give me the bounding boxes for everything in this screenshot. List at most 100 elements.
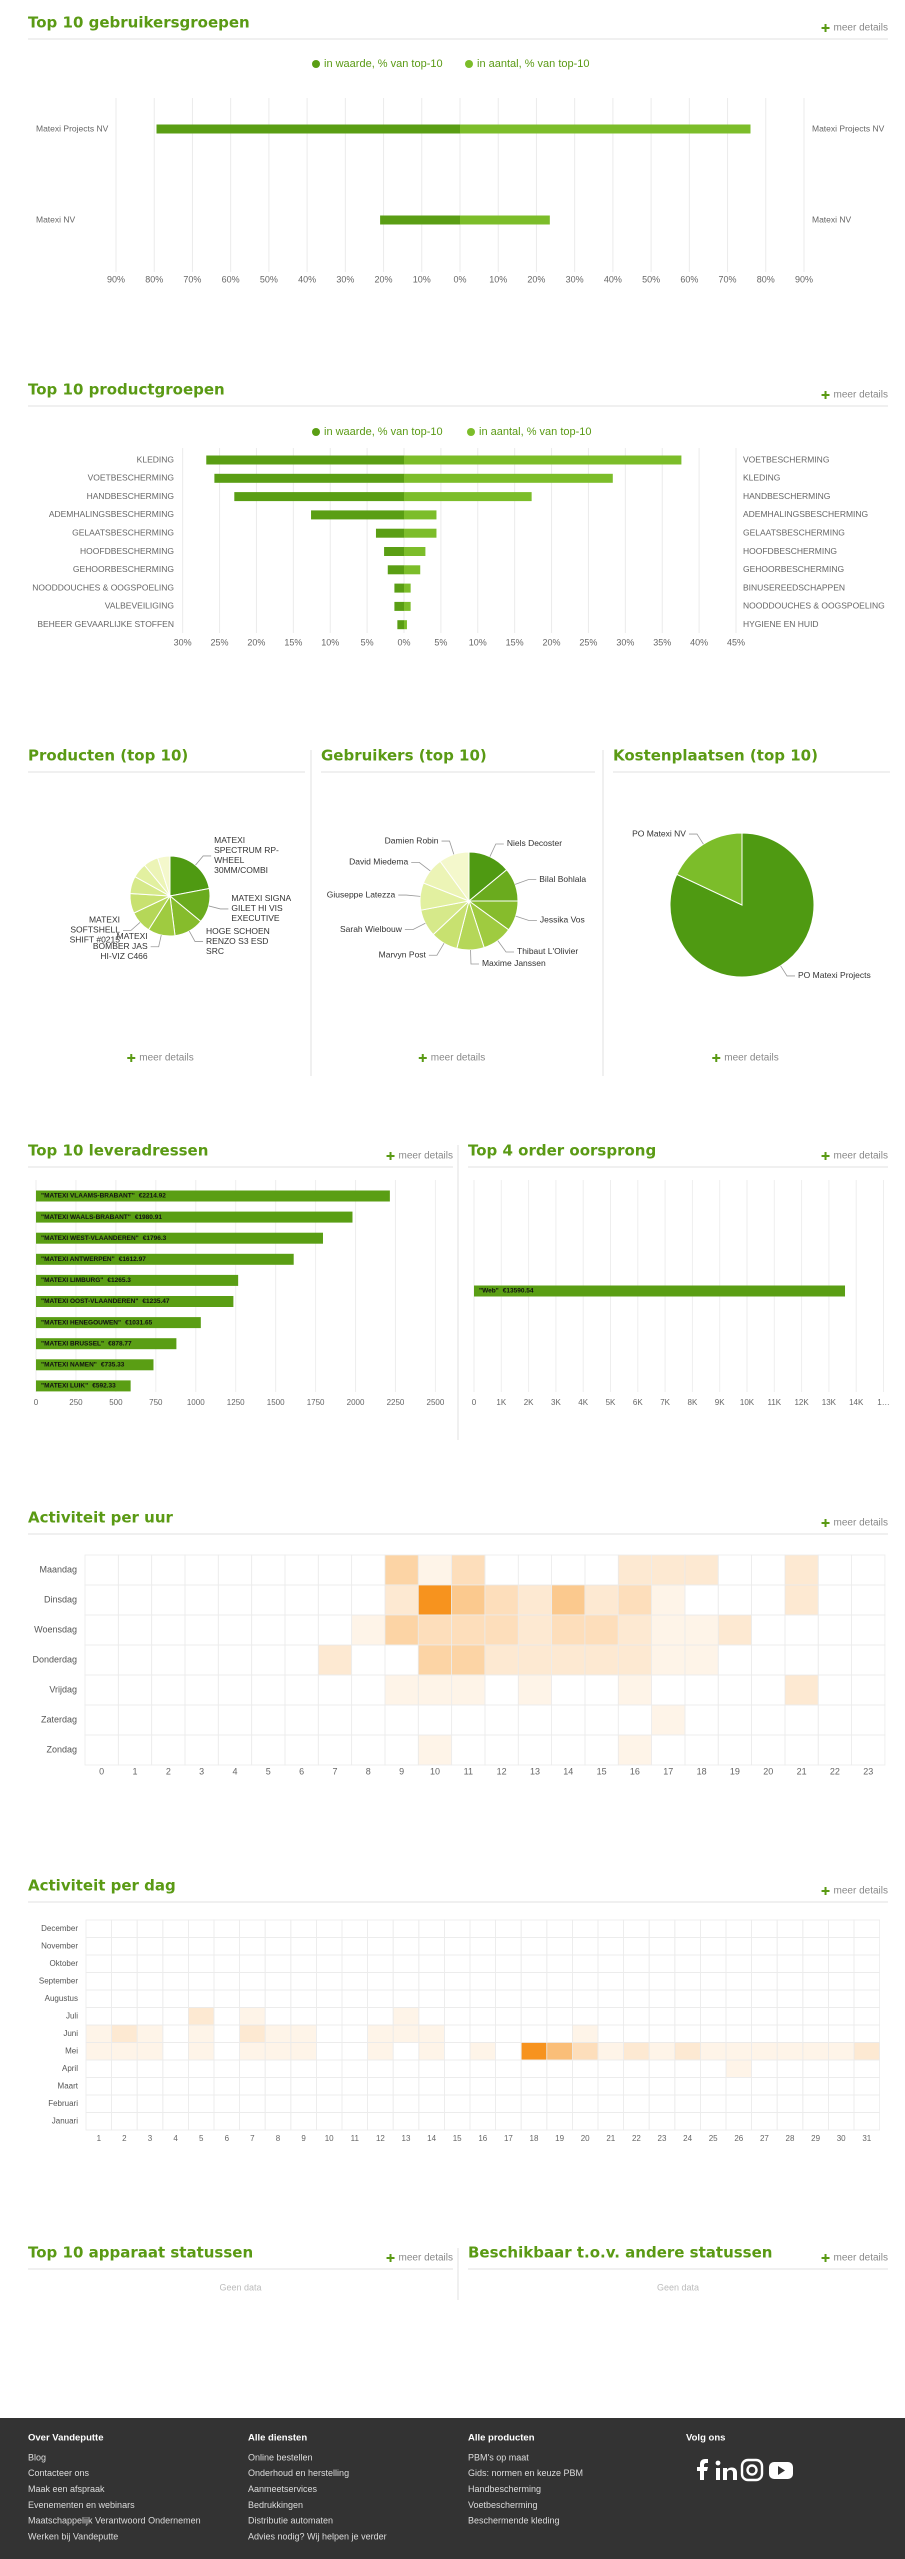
footer-link[interactable]: Maak een afspraak — [28, 2484, 105, 2494]
meer-details-link[interactable]: meer details — [431, 1053, 485, 1064]
heat-cell — [443, 2042, 471, 2061]
x-tick-label: 70% — [183, 274, 201, 284]
footer-link[interactable]: PBM's op maat — [468, 2452, 529, 2462]
leader-line — [428, 942, 445, 956]
heat-cell — [617, 1734, 653, 1766]
x-tick-label: 15% — [506, 637, 524, 647]
pie-label: Thibaut L'Olivier — [517, 946, 578, 956]
column-label: 3 — [199, 1766, 204, 1776]
bar — [404, 510, 437, 520]
meer-details-link[interactable]: meer details — [139, 1053, 193, 1064]
footer-link[interactable]: Maatschappelijk Verantwoord Ondernemen — [28, 2516, 201, 2526]
footer-link[interactable]: Blog — [28, 2452, 46, 2462]
heat-cell — [187, 2007, 215, 2026]
meer-details-link[interactable]: meer details — [399, 2253, 453, 2264]
footer-link[interactable]: Beschermende kleding — [468, 2516, 560, 2526]
pie-label: SOFTSHELL — [70, 925, 120, 935]
x-tick-label: 35% — [653, 637, 671, 647]
heat-cell — [817, 1644, 852, 1676]
x-tick-label: 25% — [579, 637, 597, 647]
x-tick-label: 60% — [222, 274, 240, 284]
heat-cell — [392, 2059, 420, 2078]
footer-link[interactable]: Advies nodig? Wij helpen je verder — [248, 2531, 387, 2541]
heat-cell — [725, 2007, 753, 2026]
x-tick-label: 1000 — [187, 1398, 205, 1407]
legend-label: in aantal, % van top-10 — [479, 426, 592, 438]
heat-cell — [520, 2112, 548, 2131]
heat-cell — [284, 1584, 319, 1616]
footer-link[interactable]: Gids: normen en keuze PBM — [468, 2468, 583, 2478]
heat-cell — [572, 1954, 599, 1973]
heat-cell — [617, 1554, 653, 1586]
meer-details-link[interactable]: meer details — [834, 23, 888, 34]
meer-details-link[interactable]: meer details — [724, 1053, 778, 1064]
heat-cell — [517, 1644, 553, 1676]
footer-link[interactable]: Handbescherming — [468, 2484, 541, 2494]
pie-label: Sarah Wielbouw — [340, 924, 403, 934]
heat-cell — [136, 2024, 164, 2043]
heat-cell — [85, 2007, 113, 2026]
heat-cell — [828, 2077, 855, 2096]
heat-cell — [284, 1614, 319, 1646]
meer-details-link[interactable]: meer details — [834, 1151, 888, 1162]
heat-cell — [517, 1584, 553, 1616]
heat-cell — [495, 2094, 522, 2113]
heat-cell — [546, 2077, 573, 2096]
leader-line — [515, 915, 537, 921]
x-tick-label: 1K — [496, 1398, 506, 1407]
heat-cell — [802, 2042, 829, 2061]
pie-label: David Miedema — [349, 857, 408, 867]
footer-link[interactable]: Aanmeetservices — [248, 2484, 318, 2494]
heat-cell — [443, 2024, 471, 2043]
linkedin-icon[interactable] — [716, 2468, 720, 2480]
heat-cell — [443, 1989, 471, 2008]
instagram-icon[interactable] — [740, 2458, 764, 2482]
heat-cell — [484, 1614, 519, 1646]
empty-message: Geen data — [219, 2282, 261, 2292]
heat-cell — [84, 1614, 119, 1646]
meer-details-link[interactable]: meer details — [834, 1518, 888, 1529]
heat-cell — [853, 1972, 881, 1991]
heat-cell — [817, 1584, 852, 1616]
meer-details-link[interactable]: meer details — [834, 2253, 888, 2264]
meer-details-link[interactable]: meer details — [834, 390, 888, 401]
footer-link[interactable]: Distributie automaten — [248, 2516, 333, 2526]
heat-cell — [85, 1919, 113, 1938]
meer-details-link[interactable]: meer details — [399, 1151, 453, 1162]
heat-cell — [418, 2007, 445, 2026]
footer-link[interactable]: Bedrukkingen — [248, 2500, 303, 2510]
heat-cell — [651, 1674, 686, 1706]
heat-cell — [84, 1584, 119, 1616]
heat-cell — [751, 1674, 786, 1706]
heat-cell — [717, 1704, 753, 1736]
column-label: 31 — [862, 2134, 871, 2143]
footer-link[interactable]: Contacteer ons — [28, 2468, 90, 2478]
heat-cell — [187, 2077, 215, 2096]
pie-slice — [169, 855, 210, 897]
heat-cell — [290, 2059, 317, 2078]
bar — [387, 565, 404, 575]
heat-cell — [784, 1554, 819, 1586]
section-title: Beschikbaar t.o.v. andere statussen — [468, 2244, 772, 2262]
heat-cell — [239, 2112, 266, 2131]
footer-link[interactable]: Onderhoud en herstelling — [248, 2468, 349, 2478]
heat-cell — [776, 2042, 804, 2061]
heat-cell — [674, 2112, 701, 2131]
footer-link[interactable]: Voetbescherming — [468, 2500, 538, 2510]
heat-cell — [187, 2042, 215, 2061]
heat-cell — [284, 1704, 319, 1736]
footer-link[interactable]: Online bestellen — [248, 2452, 313, 2462]
footer-link[interactable]: Evenementen en webinars — [28, 2500, 135, 2510]
column-label: 12 — [376, 2134, 385, 2143]
heat-cell — [597, 1937, 625, 1956]
bar-category: "MATEXI ANTWERPEN" — [41, 1256, 115, 1263]
facebook-icon[interactable] — [697, 2459, 708, 2480]
footer-link[interactable]: Werken bij Vandeputte — [28, 2531, 118, 2541]
heat-cell — [317, 1674, 353, 1706]
heat-cell — [597, 1954, 625, 1973]
section-title: Top 4 order oorsprong — [468, 1142, 656, 1160]
heat-cell — [495, 2112, 522, 2131]
heat-cell — [443, 1972, 471, 1991]
leader-line — [122, 922, 141, 931]
meer-details-link[interactable]: meer details — [834, 1886, 888, 1897]
